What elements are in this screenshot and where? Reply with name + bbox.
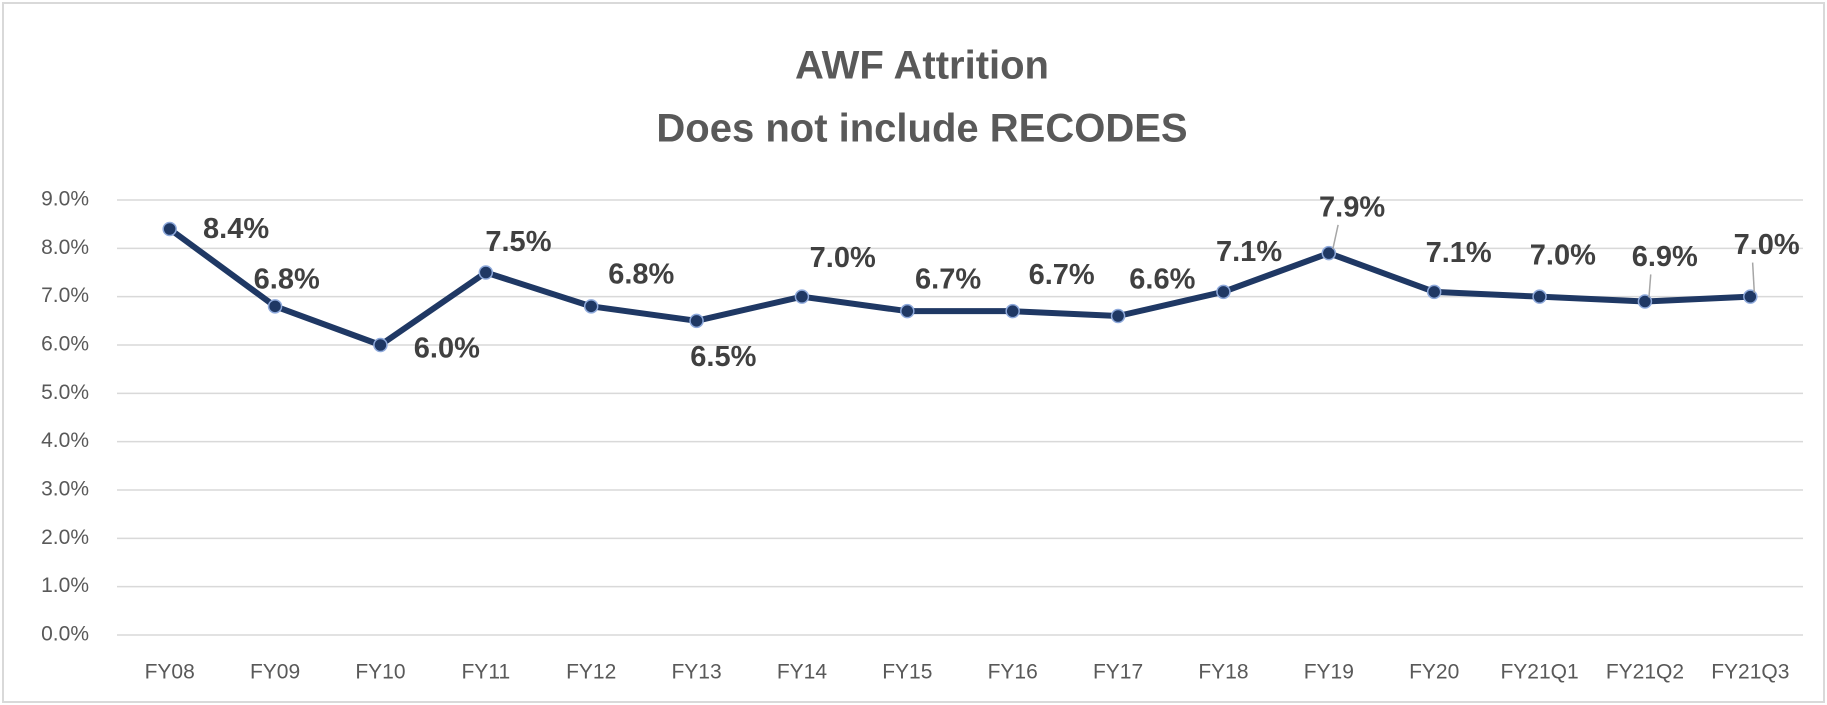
- data-label: 7.1%: [1216, 236, 1282, 268]
- marker: [267, 299, 283, 314]
- data-label: 6.9%: [1632, 241, 1698, 273]
- data-label: 6.6%: [1129, 264, 1195, 296]
- x-tick-label: FY10: [355, 661, 405, 684]
- y-tick-label: 0.0%: [41, 623, 89, 646]
- marker: [1426, 284, 1442, 300]
- y-tick-label: 8.0%: [41, 236, 89, 259]
- x-tick-label: FY21Q3: [1711, 661, 1789, 684]
- data-label: 6.8%: [254, 263, 320, 295]
- y-tick-label: 9.0%: [41, 188, 89, 211]
- data-label: 6.7%: [915, 264, 981, 296]
- data-label: 6.7%: [1029, 259, 1095, 291]
- x-tick-label: FY16: [988, 661, 1038, 684]
- x-tick-label: FY20: [1409, 661, 1459, 684]
- data-label: 6.8%: [608, 259, 674, 291]
- marker: [1637, 294, 1653, 309]
- data-label: 6.5%: [690, 341, 756, 373]
- line-series: [167, 226, 1751, 348]
- x-tick-label: FY13: [671, 661, 721, 684]
- leader-line: [1648, 274, 1652, 298]
- chart-subtitle: Does not include RECODES: [656, 107, 1187, 151]
- data-label: 7.1%: [1426, 237, 1492, 269]
- data-label: 8.4%: [203, 213, 269, 245]
- y-tick-label: 5.0%: [41, 381, 89, 404]
- x-tick-label: FY17: [1093, 661, 1143, 684]
- marker: [1005, 303, 1020, 319]
- chart-title: AWF Attrition: [795, 44, 1049, 88]
- marker: [478, 265, 494, 280]
- x-tick-label: FY15: [882, 661, 932, 684]
- x-tick-label: FY19: [1304, 661, 1354, 684]
- y-tick-label: 4.0%: [41, 429, 89, 452]
- leader-line: [1751, 262, 1756, 293]
- marker: [794, 289, 810, 304]
- marker: [583, 299, 599, 314]
- data-label: 7.0%: [1734, 229, 1800, 261]
- x-tick-label: FY18: [1198, 661, 1248, 684]
- x-tick-label: FY11: [461, 661, 510, 684]
- data-label: 7.5%: [485, 226, 551, 258]
- y-tick-label: 1.0%: [41, 574, 89, 597]
- data-label: 7.0%: [1530, 240, 1596, 272]
- y-tick-label: 6.0%: [41, 333, 89, 356]
- marker: [1321, 245, 1337, 261]
- x-tick-label: FY08: [145, 661, 195, 684]
- marker: [1743, 289, 1758, 304]
- marker: [1110, 308, 1126, 324]
- y-tick-label: 7.0%: [41, 284, 89, 307]
- x-tick-label: FY21Q2: [1606, 661, 1684, 684]
- x-tick-label: FY21Q1: [1500, 661, 1578, 684]
- data-label: 7.9%: [1319, 192, 1385, 224]
- marker: [373, 337, 388, 353]
- x-tick-label: FY14: [777, 661, 828, 684]
- data-label: 6.0%: [414, 332, 480, 364]
- marker: [162, 221, 177, 237]
- marker: [1532, 289, 1547, 304]
- y-tick-label: 2.0%: [41, 526, 89, 549]
- leader-line: [1332, 224, 1339, 250]
- marker: [1216, 284, 1231, 300]
- x-tick-label: FY09: [250, 661, 300, 684]
- x-tick-label: FY12: [566, 661, 616, 684]
- data-label: 7.0%: [810, 242, 876, 274]
- marker: [689, 313, 704, 329]
- y-tick-label: 3.0%: [41, 478, 89, 501]
- marker: [900, 303, 915, 319]
